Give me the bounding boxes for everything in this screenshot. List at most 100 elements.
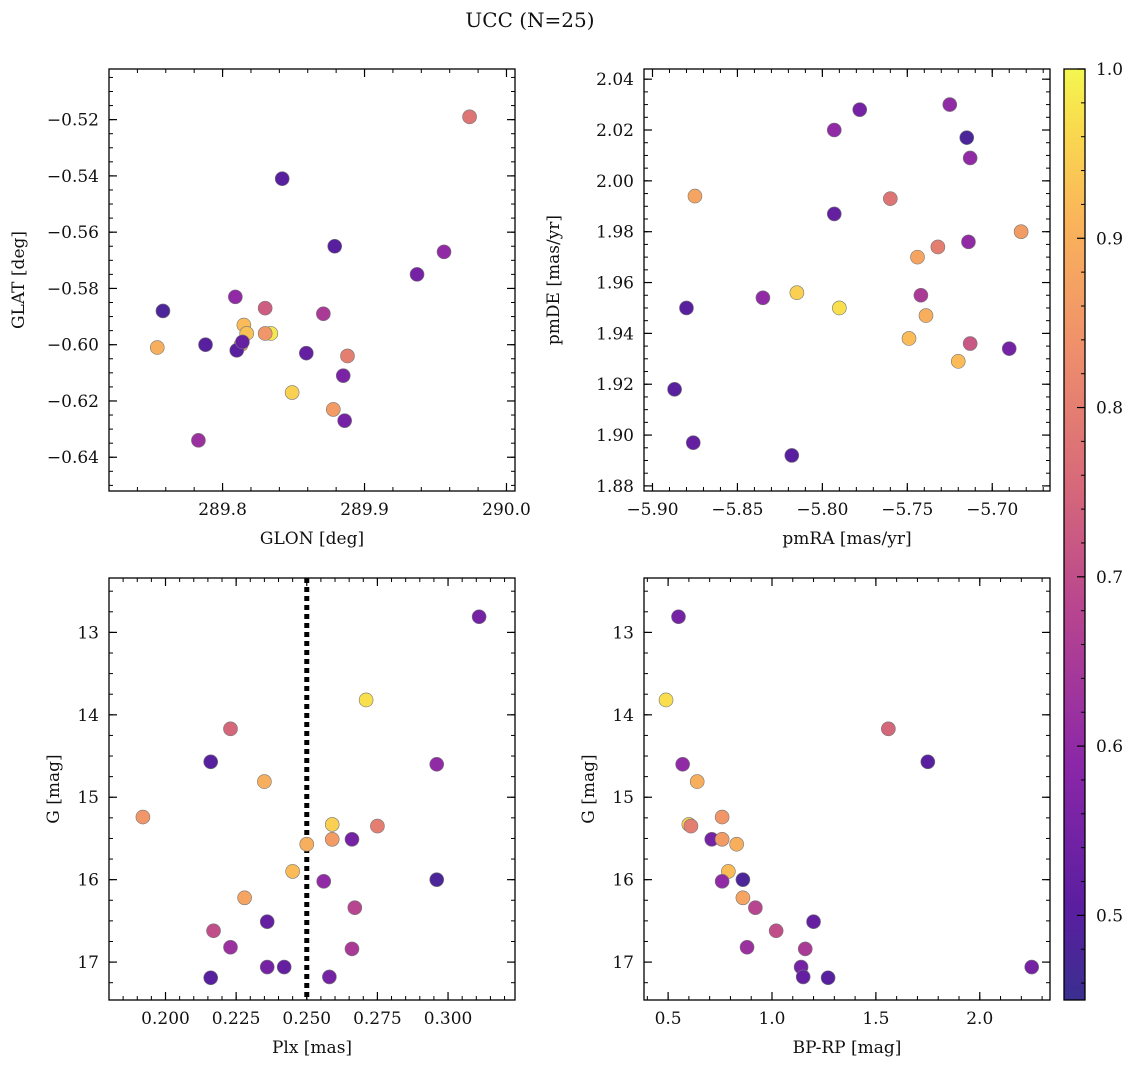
scatter-point [784,448,800,463]
scatter-point [344,941,360,957]
scatter-point [340,348,355,364]
y-tick-label: 14 [77,706,99,726]
scatter-point [316,874,332,889]
y-tick-label: 16 [612,871,634,891]
y-tick-label: 1.88 [596,477,634,497]
scatter-point [826,206,842,222]
scatter-point [755,290,771,306]
scatter-point [962,336,978,351]
x-tick-label: 0.250 [282,1009,331,1029]
y-tick-label: 15 [612,788,634,808]
scatter-point [324,831,340,847]
y-tick-label: 15 [77,788,99,808]
scatter-point [913,287,929,303]
x-axis-label: BP-RP [mag] [793,1038,902,1058]
y-tick-label: −0.62 [47,392,99,412]
scatter-point [797,941,813,957]
scatter-point [257,326,273,341]
y-tick-label: 16 [77,871,99,891]
scatter-point [714,831,730,847]
axes-frame [108,68,516,492]
scatter-point [223,721,238,737]
colorbar-tick-label: 0.5 [1096,906,1123,926]
scatter-point [671,609,686,625]
scatter-point [409,267,425,282]
scatter-point [276,959,292,975]
scatter-point [961,234,976,250]
y-tick-label: −0.52 [47,111,99,131]
y-axis-label: pmDE [mas/yr] [544,215,564,345]
scatter-point [852,102,868,117]
scatter-point [223,939,238,955]
scatter-point [685,435,701,450]
x-tick-label: 289.8 [198,500,247,520]
scatter-point [881,721,896,737]
y-tick-label: 1.92 [596,375,634,395]
scatter-point [299,836,315,852]
x-axis-label: GLON [deg] [260,529,364,549]
x-tick-label: −5.80 [796,500,848,520]
scatter-point [658,692,674,708]
scatter-point [675,756,690,772]
scatter-point [918,308,934,323]
scatter-point [795,969,811,985]
y-tick-label: 1.96 [596,274,634,294]
x-tick-label: −5.70 [966,500,1018,520]
y-tick-label: 17 [77,953,99,973]
scatter-point [327,238,343,254]
x-tick-label: 0.200 [141,1009,190,1029]
y-tick-label: −0.56 [47,223,99,243]
scatter-point [155,303,171,319]
colorbar-tick-label: 0.9 [1096,229,1123,249]
y-tick-label: −0.58 [47,279,99,299]
scatter-point [203,754,219,770]
x-tick-label: 290.0 [482,500,531,520]
y-tick-label: 17 [612,953,634,973]
colorbar-tick-label: 1.0 [1096,60,1123,80]
y-tick-label: 13 [77,623,99,643]
x-tick-label: 0.300 [424,1009,473,1029]
scatter-point [689,774,705,789]
subplot-bprp-g: 0.5 1.0 1.5 2.0 13 14 15 16 17 BP-RP [mag] G [mag] [579,577,1051,1058]
subplot-pmra-pmde: −5.90 −5.85 −5.80 −5.75 −5.70 1.88 1.90 1.92 1.9… [544,68,1051,549]
x-tick-label: −5.85 [711,500,763,520]
scatter-point [920,754,936,770]
scatter-point [344,831,360,847]
x-tick-label: 289.9 [340,500,389,520]
scatter-point [832,300,847,316]
y-tick-label: 2.04 [596,70,634,90]
scatter-point [462,109,477,125]
scatter-point [370,818,385,834]
scatter-point [735,890,751,906]
scatter-point [235,334,250,350]
scatter-point [135,809,151,825]
colorbar-gradient [1063,68,1086,1001]
scatter-point [768,923,784,939]
scatter-point [436,244,452,260]
scatter-point [284,385,300,400]
y-axis-label: G [mag] [44,754,64,823]
scatter-point [683,818,699,834]
scatter-point [714,874,730,889]
scatter-point [429,756,445,772]
y-tick-label: −0.54 [47,167,99,187]
scatter-point [729,836,744,852]
scatter-point [316,306,331,322]
scatter-point [806,914,821,929]
axes-frame [643,577,1051,1001]
scatter-point [901,331,917,346]
scatter-point [259,959,275,975]
scatter-point [826,122,842,138]
scatter-point [228,289,243,305]
scatter-point [739,939,755,955]
y-tick-label: 1.90 [596,426,634,446]
scatter-point [930,239,946,255]
minor-ticks [644,578,1050,1000]
scatter-point [1013,224,1029,239]
minor-ticks [109,578,515,1000]
y-tick-label: 2.00 [596,172,634,192]
x-tick-label: 0.5 [655,1009,682,1029]
figure-title: UCC (N=25) [465,8,594,32]
scatter-point [962,150,978,166]
subplot-glon-glat: 289.8 289.9 290.0 −0.64 −0.62 −0.60 −0.58 −0.56… [9,68,531,549]
